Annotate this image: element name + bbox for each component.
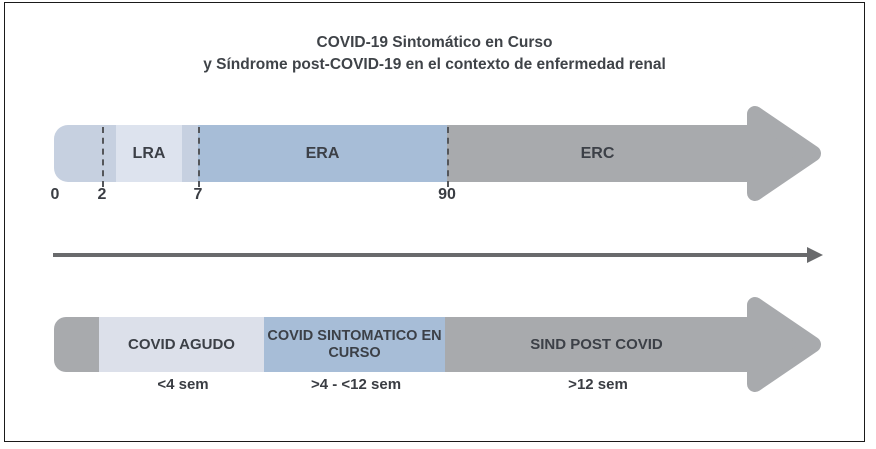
covid-segment-post: SIND POST COVID [445,317,748,372]
renal-segment-lra-label: LRA [132,144,166,162]
diagram-title: COVID-19 Sintomático en Curso y Síndrome… [5,32,864,76]
renal-arrow-head-shape [747,106,821,201]
renal-timeline-bar: LRA ERA ERC [54,125,748,182]
tick-dash-day7 [198,127,200,187]
covid-segment-sintomatico-label: COVID SINTOMATICO EN CURSO [267,327,442,361]
time-axis-line [53,253,807,257]
renal-segment-erc-label: ERC [580,144,615,162]
title-line-1: COVID-19 Sintomático en Curso [316,34,553,51]
covid-segment-start [54,317,99,372]
diagram-frame: COVID-19 Sintomático en Curso y Síndrome… [4,2,865,442]
covid-arrow-head-icon [747,297,821,392]
duration-label-sintomatico: >4 - <12 sem [310,376,402,393]
tick-label-90: 90 [438,186,456,203]
tick-label-2: 2 [97,186,107,203]
time-axis-arrow [53,247,823,263]
covid-segment-agudo-label: COVID AGUDO [128,336,235,353]
tick-label-0: 0 [50,186,60,203]
tick-dash-day90 [447,127,449,187]
renal-segment-era-label: ERA [305,144,340,162]
renal-arrow-head-icon [747,106,821,201]
renal-segment-erc: ERC [447,125,748,182]
renal-segment-gap [182,125,198,182]
duration-label-agudo: <4 sem [157,376,209,393]
tick-label-7: 7 [193,186,203,203]
renal-segment-lra: LRA [116,125,182,182]
covid-segment-post-label: SIND POST COVID [530,336,663,353]
covid-arrow-head-shape [747,297,821,392]
covid-segment-agudo: COVID AGUDO [99,317,264,372]
tick-dash-day2 [102,127,104,187]
duration-label-post: >12 sem [568,376,628,393]
covid-timeline-bar: COVID AGUDO COVID SINTOMATICO EN CURSO S… [54,317,748,372]
time-axis-arrow-tip-icon [807,247,823,263]
covid-segment-sintomatico: COVID SINTOMATICO EN CURSO [264,317,445,372]
title-line-2: y Síndrome post-COVID-19 en el contexto … [203,56,666,73]
renal-segment-start [54,125,116,182]
renal-segment-era: ERA [198,125,447,182]
